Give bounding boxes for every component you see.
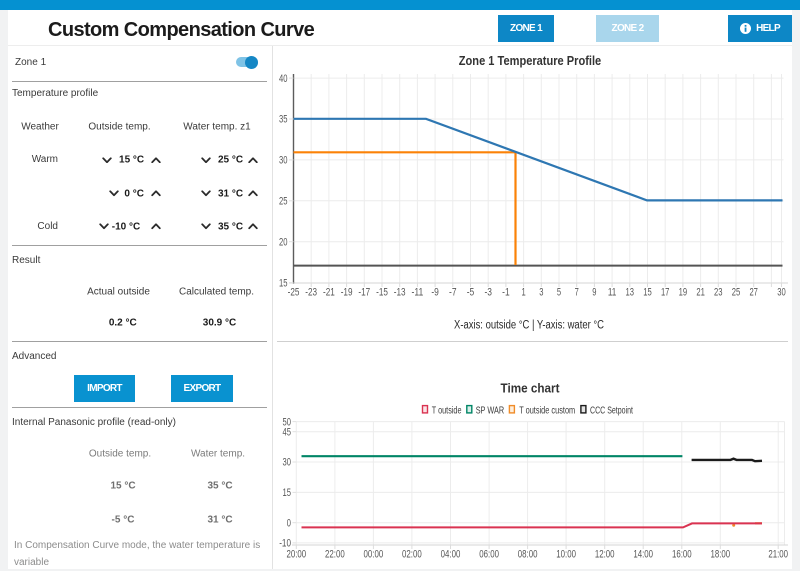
- svg-text:13: 13: [626, 287, 635, 299]
- svg-text:22:00: 22:00: [325, 549, 345, 561]
- svg-text:3: 3: [539, 287, 543, 299]
- svg-text:-5: -5: [467, 287, 475, 299]
- svg-text:0: 0: [287, 517, 291, 529]
- svg-text:30: 30: [283, 457, 292, 469]
- svg-text:-13: -13: [394, 287, 406, 299]
- svg-text:20:00: 20:00: [286, 549, 306, 561]
- svg-text:T outside custom: T outside custom: [519, 405, 575, 417]
- svg-text:SP WAR: SP WAR: [476, 405, 505, 417]
- svg-text:-1: -1: [502, 287, 510, 299]
- svg-text:X-axis: outside °C | Y-axis: w: X-axis: outside °C | Y-axis: water °C: [454, 320, 604, 332]
- svg-text:5: 5: [557, 287, 561, 299]
- svg-text:40: 40: [279, 73, 288, 85]
- svg-text:18:00: 18:00: [710, 549, 730, 561]
- svg-text:-19: -19: [341, 287, 353, 299]
- svg-text:16:00: 16:00: [672, 549, 692, 561]
- svg-text:15: 15: [283, 487, 292, 499]
- svg-text:-23: -23: [305, 287, 317, 299]
- svg-text:21: 21: [696, 287, 705, 299]
- svg-text:27: 27: [749, 287, 758, 299]
- svg-text:-11: -11: [412, 287, 424, 299]
- svg-text:23: 23: [714, 287, 723, 299]
- svg-text:9: 9: [592, 287, 596, 299]
- svg-text:08:00: 08:00: [518, 549, 538, 561]
- svg-text:06:00: 06:00: [479, 549, 499, 561]
- svg-text:10:00: 10:00: [556, 549, 576, 561]
- svg-text:Zone 1 Temperature Profile: Zone 1 Temperature Profile: [459, 53, 601, 68]
- svg-text:17: 17: [661, 287, 670, 299]
- svg-text:-25: -25: [288, 287, 300, 299]
- svg-text:-7: -7: [449, 287, 457, 299]
- svg-text:35: 35: [279, 114, 288, 126]
- svg-text:-21: -21: [323, 287, 335, 299]
- svg-text:7: 7: [575, 287, 579, 299]
- svg-text:50: 50: [283, 416, 292, 428]
- svg-text:00:00: 00:00: [364, 549, 384, 561]
- svg-text:04:00: 04:00: [441, 549, 461, 561]
- svg-text:21:00: 21:00: [768, 549, 788, 561]
- svg-text:-9: -9: [431, 287, 439, 299]
- svg-text:02:00: 02:00: [402, 549, 422, 561]
- svg-text:19: 19: [679, 287, 688, 299]
- svg-text:15: 15: [643, 287, 652, 299]
- svg-text:1: 1: [522, 287, 526, 299]
- svg-text:11: 11: [608, 287, 617, 299]
- svg-text:45: 45: [283, 426, 292, 438]
- svg-text:-17: -17: [358, 287, 370, 299]
- svg-text:30: 30: [279, 155, 288, 167]
- svg-text:15: 15: [279, 277, 288, 289]
- svg-text:-15: -15: [376, 287, 388, 299]
- svg-text:-10: -10: [279, 538, 291, 550]
- svg-text:14:00: 14:00: [633, 549, 653, 561]
- svg-text:20: 20: [279, 236, 288, 248]
- svg-text:CCC Setpoint: CCC Setpoint: [590, 405, 633, 417]
- svg-text:12:00: 12:00: [595, 549, 615, 561]
- svg-text:25: 25: [732, 287, 741, 299]
- svg-text:25: 25: [279, 196, 288, 208]
- svg-text:Time chart: Time chart: [501, 381, 561, 396]
- svg-text:-3: -3: [484, 287, 492, 299]
- svg-text:30: 30: [777, 287, 786, 299]
- svg-text:T outside: T outside: [432, 405, 462, 417]
